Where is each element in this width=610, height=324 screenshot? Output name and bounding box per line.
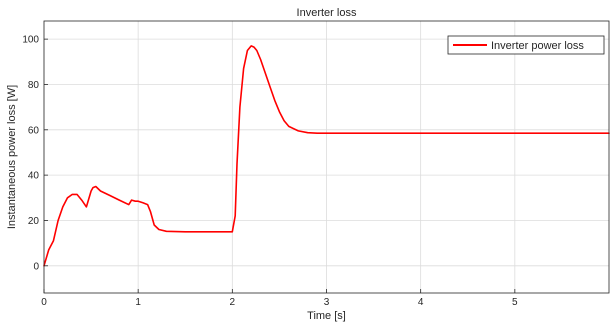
- y-tick-label-3: 60: [28, 125, 40, 136]
- y-axis-title: Instantaneous power loss [W]: [6, 85, 18, 229]
- y-tick-label-1: 20: [28, 216, 40, 227]
- x-tick-label-2: 2: [230, 297, 236, 308]
- series-layer: [43, 45, 610, 267]
- series-line-0: [43, 45, 610, 267]
- x-tick-label-4: 4: [418, 297, 424, 308]
- x-axis-title: Time [s]: [307, 310, 346, 322]
- chart-title: Inverter loss: [297, 7, 357, 19]
- y-tick-label-2: 40: [28, 171, 40, 182]
- y-tick-label-0: 0: [33, 261, 39, 272]
- x-tick-label-1: 1: [135, 297, 141, 308]
- y-tick-label-5: 100: [22, 35, 39, 46]
- legend-label: Inverter power loss: [491, 40, 584, 52]
- ticks: 0 1 2 3 4 5 0 20 40 60 80 100: [22, 35, 518, 308]
- x-tick-label-0: 0: [41, 297, 47, 308]
- legend: Inverter power loss: [447, 35, 605, 55]
- y-tick-label-4: 80: [28, 80, 40, 91]
- legend-box: [447, 35, 605, 55]
- x-tick-label-5: 5: [512, 297, 518, 308]
- x-tick-label-3: 3: [324, 297, 330, 308]
- grid: [43, 21, 609, 293]
